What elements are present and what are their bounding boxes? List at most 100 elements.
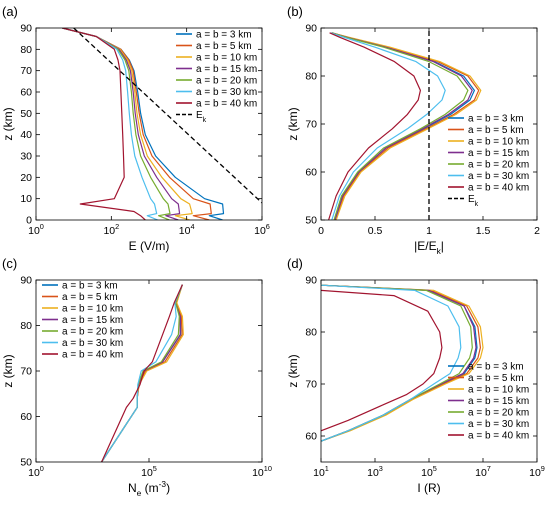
legend-entry: a = b = 15 km <box>196 64 257 75</box>
y-axis-label: z (km) <box>1 107 15 140</box>
legend-entry: a = b = 3 km <box>196 30 252 41</box>
series-line-4 <box>62 28 181 220</box>
y-tick-label: 90 <box>20 275 32 287</box>
y-tick-label: 70 <box>20 366 32 378</box>
x-tick-label: 100 <box>28 222 44 237</box>
series-line-4 <box>331 32 473 220</box>
y-tick-label: 90 <box>305 23 317 35</box>
y-axis-label: z (km) <box>286 354 300 387</box>
panel-label: (c) <box>2 256 17 271</box>
legend-entry: Ek <box>468 194 479 208</box>
x-tick-label: 2 <box>534 225 540 237</box>
series-line-2 <box>331 32 480 220</box>
series-line-3 <box>321 284 484 442</box>
legend-entry: a = b = 20 km <box>196 76 257 87</box>
legend-entry: a = b = 40 km <box>196 99 257 110</box>
legend-entry: Ek <box>196 110 207 124</box>
series-line-1 <box>321 284 478 442</box>
series-line-7 <box>321 289 443 432</box>
plot-frame <box>35 27 263 221</box>
x-tick-label: 105 <box>421 464 437 479</box>
y-axis-label: z (km) <box>286 107 300 140</box>
legend-entry: a = b = 40 km <box>468 183 529 194</box>
series-line-6 <box>330 32 446 220</box>
legend: a = b = 3 kma = b = 5 kma = b = 10 kma =… <box>42 281 123 361</box>
legend-entry: a = b = 30 km <box>196 87 257 98</box>
y-tick-label: 70 <box>305 119 317 131</box>
panel-label: (d) <box>287 256 303 271</box>
legend: a = b = 3 kma = b = 5 kma = b = 10 km a =… <box>448 362 529 442</box>
legend-entry: a = b = 10 km <box>62 304 123 315</box>
y-tick-label: 40 <box>20 129 32 141</box>
y-tick-label: 50 <box>20 457 32 469</box>
x-tick-label: 109 <box>529 464 545 479</box>
legend-entry: a = b = 15 km <box>62 315 123 326</box>
legend-entry: a = b = 3 km <box>62 281 118 292</box>
y-tick-label: 80 <box>20 320 32 332</box>
y-tick-label: 60 <box>20 411 32 423</box>
x-tick-label: 1010 <box>252 464 272 479</box>
y-axis-label: z (km) <box>1 354 15 387</box>
series-line-ek <box>73 28 262 204</box>
y-tick-label: 10 <box>20 193 32 205</box>
series-line-1 <box>331 32 475 220</box>
y-tick-label: 0 <box>26 215 32 227</box>
series-line-5 <box>331 32 469 220</box>
x-tick-label: 0 <box>318 225 324 237</box>
series-line-2 <box>321 284 481 442</box>
y-tick-label: 80 <box>305 327 317 339</box>
series-line-6 <box>62 28 158 220</box>
legend-entry: a = b = 5 km <box>196 41 252 52</box>
legend-entry: a = b = 10 km <box>468 385 529 396</box>
y-tick-label: 80 <box>20 44 32 56</box>
series-line-7 <box>62 28 146 220</box>
chart-panel-2: 0 0.5 1 1.5 2 50 60 70 80 90 |E/Ek| z (km) (b) a = b … <box>286 4 540 256</box>
legend-entry: a = b = 30 km <box>468 171 529 182</box>
legend: a = b = 3 kma = b = 5 kma = b = 10 kma =… <box>448 114 529 208</box>
series-line-5 <box>62 28 171 220</box>
y-tick-label: 20 <box>20 172 32 184</box>
y-tick-label: 90 <box>20 23 32 35</box>
series-line-2 <box>62 28 212 220</box>
legend-entry: a = b = 10 km <box>196 53 257 64</box>
x-tick-label: 102 <box>103 222 119 237</box>
series-line-7 <box>101 284 183 462</box>
legend-entry: a = b = 15 km <box>468 148 529 159</box>
legend-entry: a = b = 20 km <box>468 160 529 171</box>
x-tick-label: 1.5 <box>476 225 491 237</box>
x-tick-label: 0.5 <box>368 225 383 237</box>
series-line-4 <box>321 284 477 442</box>
legend-entry: a = b = 3 km <box>468 362 524 373</box>
x-tick-label: 105 <box>141 464 157 479</box>
x-tick-label: 103 <box>367 464 383 479</box>
series-line-7 <box>328 32 421 220</box>
y-tick-label: 50 <box>305 215 317 227</box>
x-axis-label: Ne (m-3) <box>128 479 170 498</box>
y-tick-label: 50 <box>20 108 32 120</box>
legend-entry: a = b = 5 km <box>468 125 524 136</box>
legend-entry: a = b = 3 km <box>468 114 524 125</box>
x-tick-label: 107 <box>475 464 491 479</box>
y-tick-label: 60 <box>305 431 317 443</box>
legend-entry: a = b = 40 km <box>468 431 529 442</box>
legend-entry: a = b = 20 km <box>62 327 123 338</box>
legend-entry: a = b = 40 km <box>62 350 123 361</box>
legend-entry: a = b = 30 km <box>468 419 529 430</box>
legend-entry: a = b = 10 km <box>468 137 529 148</box>
y-tick-label: 70 <box>305 379 317 391</box>
chart-panel-3: 100 105 1010 50 60 70 80 90 Ne (m-3) z (km) (c) a =… <box>1 256 272 498</box>
legend-entry: a = b = 5 km <box>468 373 524 384</box>
legend-entry: a = b = 20 km <box>468 408 529 419</box>
x-tick-label: 101 <box>313 464 329 479</box>
x-tick-label: 100 <box>28 464 44 479</box>
series-line-3 <box>331 32 482 220</box>
x-tick-label: 1 <box>426 225 432 237</box>
x-axis-label: I (R) <box>417 481 440 495</box>
x-tick-label: 104 <box>179 222 195 237</box>
series-line-6 <box>321 284 462 442</box>
y-tick-label: 30 <box>20 151 32 163</box>
legend-entry: a = b = 30 km <box>62 338 123 349</box>
series-line-3 <box>62 28 193 220</box>
x-axis-label: |E/Ek| <box>414 239 444 256</box>
